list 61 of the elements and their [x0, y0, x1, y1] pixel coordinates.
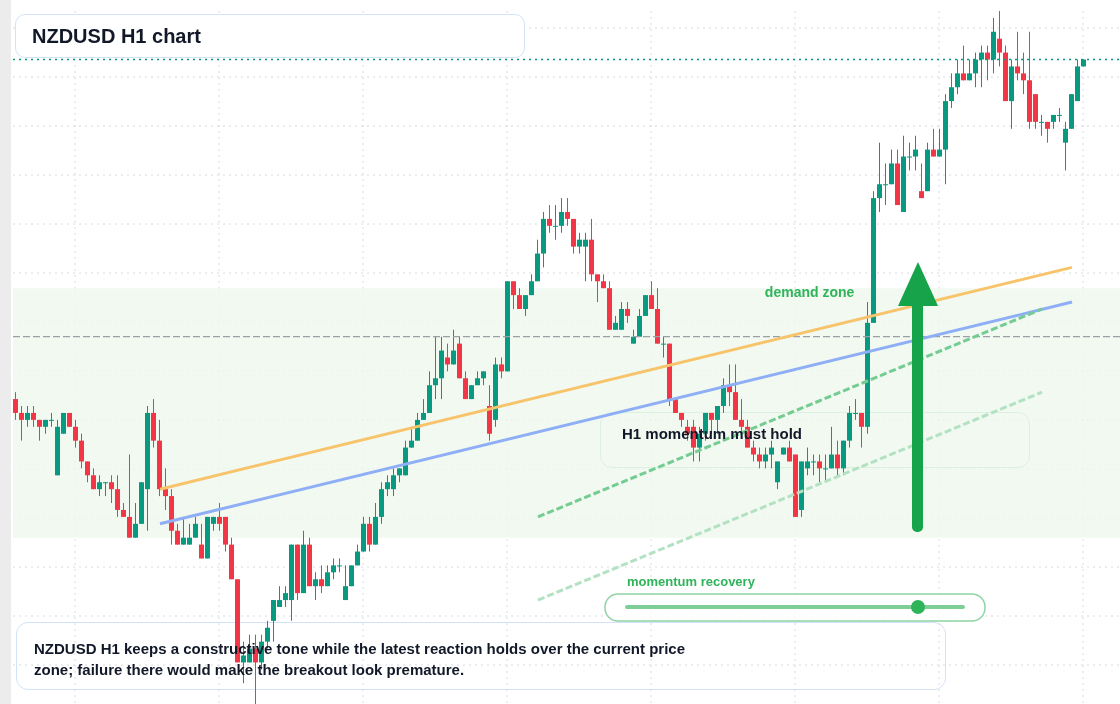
candlestick — [499, 357, 504, 379]
candlestick — [595, 273, 600, 303]
candlestick — [115, 474, 120, 518]
candlestick — [343, 564, 348, 601]
candlestick — [985, 45, 990, 81]
candlestick — [919, 162, 924, 199]
candlestick — [73, 419, 78, 449]
candlestick — [19, 405, 24, 442]
candlestick — [997, 11, 1002, 67]
candlestick — [889, 149, 894, 185]
candlestick — [451, 329, 456, 365]
candlestick — [79, 433, 84, 469]
candlestick — [955, 59, 960, 95]
candlestick — [913, 135, 918, 171]
candlestick — [421, 398, 426, 421]
candlestick — [823, 454, 828, 483]
candlestick — [31, 405, 36, 428]
candlestick — [199, 523, 204, 559]
candlestick — [769, 440, 774, 469]
candlestick — [13, 391, 18, 421]
candlestick — [829, 426, 834, 469]
candlestick — [661, 336, 666, 358]
candlestick — [931, 128, 936, 158]
candlestick — [163, 467, 168, 511]
candlestick — [133, 502, 138, 539]
candlestick — [625, 301, 630, 324]
candlestick — [127, 454, 132, 539]
candlestick — [937, 128, 942, 158]
candlestick — [517, 287, 522, 310]
band-label: demand zone — [764, 284, 855, 301]
candlestick — [1021, 52, 1026, 95]
candlestick — [949, 72, 954, 109]
candlestick — [1063, 121, 1068, 171]
candlestick — [559, 197, 564, 234]
candlestick — [751, 440, 756, 462]
candlestick — [835, 440, 840, 476]
candlestick — [547, 204, 552, 234]
candlestick — [25, 405, 30, 428]
candlestick — [511, 280, 516, 310]
candlestick — [367, 516, 372, 553]
candlestick — [193, 516, 198, 539]
candlestick — [775, 460, 780, 490]
candlestick — [463, 370, 468, 400]
candlestick — [637, 308, 642, 338]
candlestick — [649, 280, 654, 310]
candlestick — [553, 204, 558, 241]
title-box: NZDUSD H1 chart — [15, 14, 525, 58]
candlestick — [313, 571, 318, 601]
candlestick — [1039, 114, 1044, 137]
candlestick — [319, 564, 324, 594]
candlestick — [175, 523, 180, 546]
candlestick — [817, 454, 822, 483]
candlestick — [523, 294, 528, 317]
annotation: momentum recovery — [627, 574, 755, 589]
candlestick — [565, 197, 570, 227]
candlestick — [85, 460, 90, 483]
candlestick — [109, 474, 114, 504]
candlestick — [961, 45, 966, 81]
candlestick — [859, 412, 864, 449]
candlestick — [1015, 31, 1020, 81]
candlestick — [433, 336, 438, 400]
